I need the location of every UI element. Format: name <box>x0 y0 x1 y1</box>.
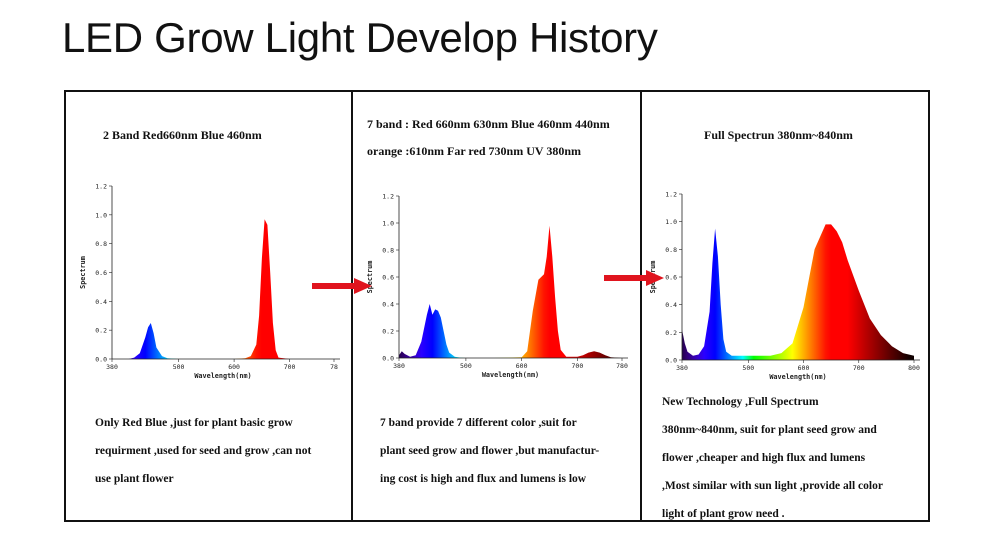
panel-two-band: 2 Band Red660nm Blue 460nm 0.0 0.2 0.4 0.6 0… <box>66 92 351 520</box>
y-tick-label: 0.4 <box>665 301 677 309</box>
y-tick-label: 0.6 <box>95 269 107 277</box>
panel-title: 7 band : Red 660nm 630nm Blue 460nm 440n… <box>367 117 610 131</box>
description-line: ,Most similar with sun light ,provide al… <box>662 480 883 492</box>
right-arrow-icon <box>312 278 372 294</box>
y-tick-label: 0.2 <box>382 328 394 336</box>
x-tick-label: 700 <box>572 362 584 370</box>
description-line: 7 band provide 7 different color ,suit f… <box>380 417 577 429</box>
x-tick-label: 500 <box>742 364 754 372</box>
spectrum-area <box>399 225 622 358</box>
y-tick-label: 0.6 <box>665 274 677 282</box>
y-axis-label: Spectrum <box>79 256 87 289</box>
panel-description: 7 band provide 7 different color ,suit f… <box>380 409 599 493</box>
y-tick-label: 0.2 <box>95 327 107 335</box>
spectrum-chart-two-band: 0.0 0.2 0.4 0.6 0.8 1.0 1.2 380 500 600 700 78 Wavel… <box>79 183 340 380</box>
panel-description: New Technology ,Full Spectrum 380nm~840n… <box>662 388 883 528</box>
description-line: use plant flower <box>95 473 174 485</box>
y-tick-label: 0.2 <box>665 329 677 337</box>
x-tick-label: 500 <box>173 363 185 371</box>
x-tick-label: 780 <box>616 362 628 370</box>
y-tick-label: 0.4 <box>95 298 107 306</box>
y-tick-label: 1.0 <box>95 211 107 219</box>
x-tick-label: 380 <box>106 363 118 371</box>
panel-divider <box>640 90 642 522</box>
description-line: New Technology ,Full Spectrum <box>662 396 819 408</box>
x-axis-label: Wavelength(nm) <box>194 372 251 380</box>
y-tick-label: 1.2 <box>382 193 394 201</box>
y-tick-label: 1.2 <box>95 183 107 191</box>
x-tick-label: 600 <box>516 362 528 370</box>
y-tick-label: 0.6 <box>382 274 394 282</box>
x-tick-label: 600 <box>228 363 240 371</box>
x-tick-label: 78 <box>330 363 338 371</box>
y-tick-label: 0.0 <box>95 356 107 364</box>
x-tick-label: 800 <box>908 364 920 372</box>
spectrum-chart-seven-band: 0.0 0.2 0.4 0.6 0.8 1.0 1.2 380 500 600 700 780 Wave… <box>366 193 628 379</box>
right-arrow-icon <box>604 270 664 286</box>
description-line: ing cost is high and flux and lumens is … <box>380 473 587 485</box>
panel-description: Only Red Blue ,just for plant basic grow… <box>95 409 311 493</box>
panel-title: 2 Band Red660nm Blue 460nm <box>103 128 262 142</box>
panel-divider <box>351 90 353 522</box>
description-line: requirment ,used for seed and grow ,can … <box>95 445 312 457</box>
description-line: 380nm~840nm, suit for plant seed grow an… <box>662 424 877 436</box>
panel-title: orange :610nm Far red 730nm UV 380nm <box>367 144 581 158</box>
spectrum-area <box>112 219 334 359</box>
y-tick-label: 0.4 <box>382 301 394 309</box>
y-axis-label: Spectrum <box>366 261 374 294</box>
page-title: LED Grow Light Develop History <box>62 14 658 61</box>
x-tick-label: 380 <box>393 362 405 370</box>
description-line: Only Red Blue ,just for plant basic grow <box>95 417 293 429</box>
x-tick-label: 500 <box>460 362 472 370</box>
y-tick-label: 0.8 <box>665 246 677 254</box>
spectrum-area <box>682 224 914 360</box>
x-tick-label: 700 <box>284 363 296 371</box>
description-line: plant seed grow and flower ,but manufact… <box>380 445 600 457</box>
comparison-frame <box>64 90 930 522</box>
y-tick-label: 1.2 <box>665 191 677 199</box>
y-tick-label: 1.0 <box>665 218 677 226</box>
x-axis-label: Wavelength(nm) <box>482 371 539 379</box>
description-line: flower ,cheaper and high flux and lumens <box>662 452 866 464</box>
spectrum-chart-full-spectrum: 0.0 0.2 0.4 0.6 0.8 1.0 1.2 380 500 600 700 800 Wave… <box>649 191 920 381</box>
y-tick-label: 1.0 <box>382 220 394 228</box>
y-tick-label: 0.0 <box>382 355 394 363</box>
description-line: light of plant grow need . <box>662 508 785 520</box>
y-tick-label: 0.0 <box>665 357 677 365</box>
x-tick-label: 600 <box>798 364 810 372</box>
panel-full-spectrum: Full Spectrun 380nm~840nm 0.0 0.2 0.4 0.6 0.… <box>642 92 928 520</box>
panel-seven-band: 7 band : Red 660nm 630nm Blue 460nm 440n… <box>353 92 640 520</box>
x-tick-label: 700 <box>853 364 865 372</box>
y-tick-label: 0.8 <box>382 247 394 255</box>
x-tick-label: 380 <box>676 364 688 372</box>
panel-title: Full Spectrun 380nm~840nm <box>704 128 853 142</box>
y-tick-label: 0.8 <box>95 240 107 248</box>
x-axis-label: Wavelength(nm) <box>769 373 826 381</box>
